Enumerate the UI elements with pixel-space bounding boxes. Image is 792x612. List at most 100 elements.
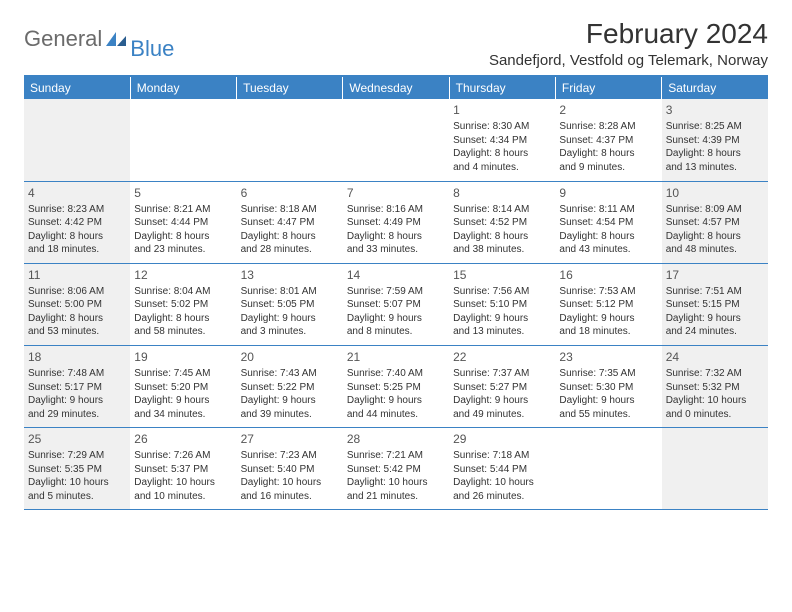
day-detail: Daylight: 9 hours (666, 312, 764, 326)
day-cell: 6Sunrise: 8:18 AMSunset: 4:47 PMDaylight… (237, 181, 343, 263)
day-detail: Sunset: 5:02 PM (134, 298, 232, 312)
day-cell: 4Sunrise: 8:23 AMSunset: 4:42 PMDaylight… (24, 181, 130, 263)
day-number: 17 (666, 267, 764, 283)
day-cell: 14Sunrise: 7:59 AMSunset: 5:07 PMDayligh… (343, 263, 449, 345)
day-cell: 26Sunrise: 7:26 AMSunset: 5:37 PMDayligh… (130, 428, 236, 510)
day-number: 24 (666, 349, 764, 365)
day-detail: Sunset: 4:39 PM (666, 134, 764, 148)
day-cell (662, 428, 768, 510)
day-number: 1 (453, 102, 551, 118)
day-number: 11 (28, 267, 126, 283)
day-detail: Daylight: 9 hours (559, 312, 657, 326)
day-detail: Sunrise: 7:43 AM (241, 367, 339, 381)
day-number: 29 (453, 431, 551, 447)
day-cell: 7Sunrise: 8:16 AMSunset: 4:49 PMDaylight… (343, 181, 449, 263)
day-detail: Sunset: 5:15 PM (666, 298, 764, 312)
day-detail: Sunset: 5:44 PM (453, 463, 551, 477)
day-detail: Daylight: 9 hours (241, 312, 339, 326)
day-detail: Sunset: 5:32 PM (666, 381, 764, 395)
day-detail: Daylight: 8 hours (559, 147, 657, 161)
day-cell: 20Sunrise: 7:43 AMSunset: 5:22 PMDayligh… (237, 345, 343, 427)
day-detail: Sunset: 5:30 PM (559, 381, 657, 395)
week-row: 11 Sunrise: 8:06 AMSunset: 5:00 PM Dayligh… (24, 263, 768, 345)
day-detail: Sunset: 5:22 PM (241, 381, 339, 395)
day-cell: 11Sunrise: 8:06 AMSunset: 5:00 PMDayligh… (24, 263, 130, 345)
day-number: 28 (347, 431, 445, 447)
day-detail: Sunrise: 7:35 AM (559, 367, 657, 381)
logo-text-blue: Blue (130, 36, 174, 61)
day-detail: Daylight: 9 hours (559, 394, 657, 408)
day-cell (555, 428, 661, 510)
day-detail: Sunset: 5:05 PM (241, 298, 339, 312)
day-detail: and 4 minutes. (453, 161, 551, 175)
day-detail: Daylight: 9 hours (453, 394, 551, 408)
day-detail: Sunrise: 7:29 AM (28, 449, 126, 463)
day-number: 22 (453, 349, 551, 365)
day-number: 3 (666, 102, 764, 118)
col-saturday: Saturday (662, 77, 768, 99)
day-detail: and 13 minutes. (453, 325, 551, 339)
day-number: 12 (134, 267, 232, 283)
day-detail: Sunset: 5:20 PM (134, 381, 232, 395)
day-detail: Daylight: 9 hours (453, 312, 551, 326)
day-detail: Sunrise: 8:06 AM (28, 285, 126, 299)
day-detail: and 13 minutes. (666, 161, 764, 175)
day-cell: 16Sunrise: 7:53 AMSunset: 5:12 PMDayligh… (555, 263, 661, 345)
day-detail: and 8 minutes. (347, 325, 445, 339)
day-detail: Daylight: 8 hours (241, 230, 339, 244)
day-detail: Sunrise: 8:21 AM (134, 203, 232, 217)
logo: General Blue (24, 26, 174, 52)
day-detail: and 28 minutes. (241, 243, 339, 257)
day-detail: Sunset: 5:40 PM (241, 463, 339, 477)
day-detail: Sunrise: 8:28 AM (559, 120, 657, 134)
day-cell: 27Sunrise: 7:23 AMSunset: 5:40 PMDayligh… (237, 428, 343, 510)
day-detail: Sunrise: 7:18 AM (453, 449, 551, 463)
day-detail: Daylight: 8 hours (453, 230, 551, 244)
day-number: 6 (241, 185, 339, 201)
day-detail: Daylight: 8 hours (559, 230, 657, 244)
day-detail: Daylight: 10 hours (347, 476, 445, 490)
day-number: 5 (134, 185, 232, 201)
day-detail: Sunrise: 8:04 AM (134, 285, 232, 299)
day-number: 26 (134, 431, 232, 447)
day-detail: and 49 minutes. (453, 408, 551, 422)
day-cell: 2Sunrise: 8:28 AMSunset: 4:37 PMDaylight… (555, 99, 661, 181)
day-number: 19 (134, 349, 232, 365)
header: General Blue February 2024 Sandefjord, V… (24, 18, 768, 69)
day-cell: 28Sunrise: 7:21 AMSunset: 5:42 PMDayligh… (343, 428, 449, 510)
day-cell: 24Sunrise: 7:32 AMSunset: 5:32 PMDayligh… (662, 345, 768, 427)
day-number: 20 (241, 349, 339, 365)
day-detail: Sunset: 4:47 PM (241, 216, 339, 230)
day-detail: Sunset: 4:44 PM (134, 216, 232, 230)
day-detail: Sunset: 5:25 PM (347, 381, 445, 395)
day-detail: Sunrise: 7:56 AM (453, 285, 551, 299)
day-detail: and 10 minutes. (134, 490, 232, 504)
day-number: 27 (241, 431, 339, 447)
day-detail: Daylight: 9 hours (134, 394, 232, 408)
day-detail: Daylight: 8 hours (666, 147, 764, 161)
day-detail: Sunrise: 8:11 AM (559, 203, 657, 217)
col-sunday: Sunday (24, 77, 130, 99)
day-detail: Sunset: 5:07 PM (347, 298, 445, 312)
day-cell: 19Sunrise: 7:45 AMSunset: 5:20 PMDayligh… (130, 345, 236, 427)
day-cell: 22 Sunrise: 7:37 AMSunset: 5:27 PMDayligh… (449, 345, 555, 427)
day-cell: 10Sunrise: 8:09 AMSunset: 4:57 PMDayligh… (662, 181, 768, 263)
day-detail: Sunset: 5:42 PM (347, 463, 445, 477)
day-number: 16 (559, 267, 657, 283)
day-detail: Sunrise: 7:37 AM (453, 367, 551, 381)
day-detail: Sunset: 4:54 PM (559, 216, 657, 230)
day-detail: Sunset: 5:35 PM (28, 463, 126, 477)
day-detail: Sunrise: 7:53 AM (559, 285, 657, 299)
day-detail: and 39 minutes. (241, 408, 339, 422)
day-detail: and 55 minutes. (559, 408, 657, 422)
day-detail: and 26 minutes. (453, 490, 551, 504)
day-detail: Daylight: 10 hours (241, 476, 339, 490)
day-number: 10 (666, 185, 764, 201)
calendar-page: General Blue February 2024 Sandefjord, V… (0, 0, 792, 528)
day-detail: Sunrise: 8:25 AM (666, 120, 764, 134)
day-cell: 5Sunrise: 8:21 AMSunset: 4:44 PMDaylight… (130, 181, 236, 263)
day-detail: Sunset: 5:00 PM (28, 298, 126, 312)
day-detail: and 3 minutes. (241, 325, 339, 339)
day-detail: and 18 minutes. (28, 243, 126, 257)
day-detail: Sunset: 5:27 PM (453, 381, 551, 395)
